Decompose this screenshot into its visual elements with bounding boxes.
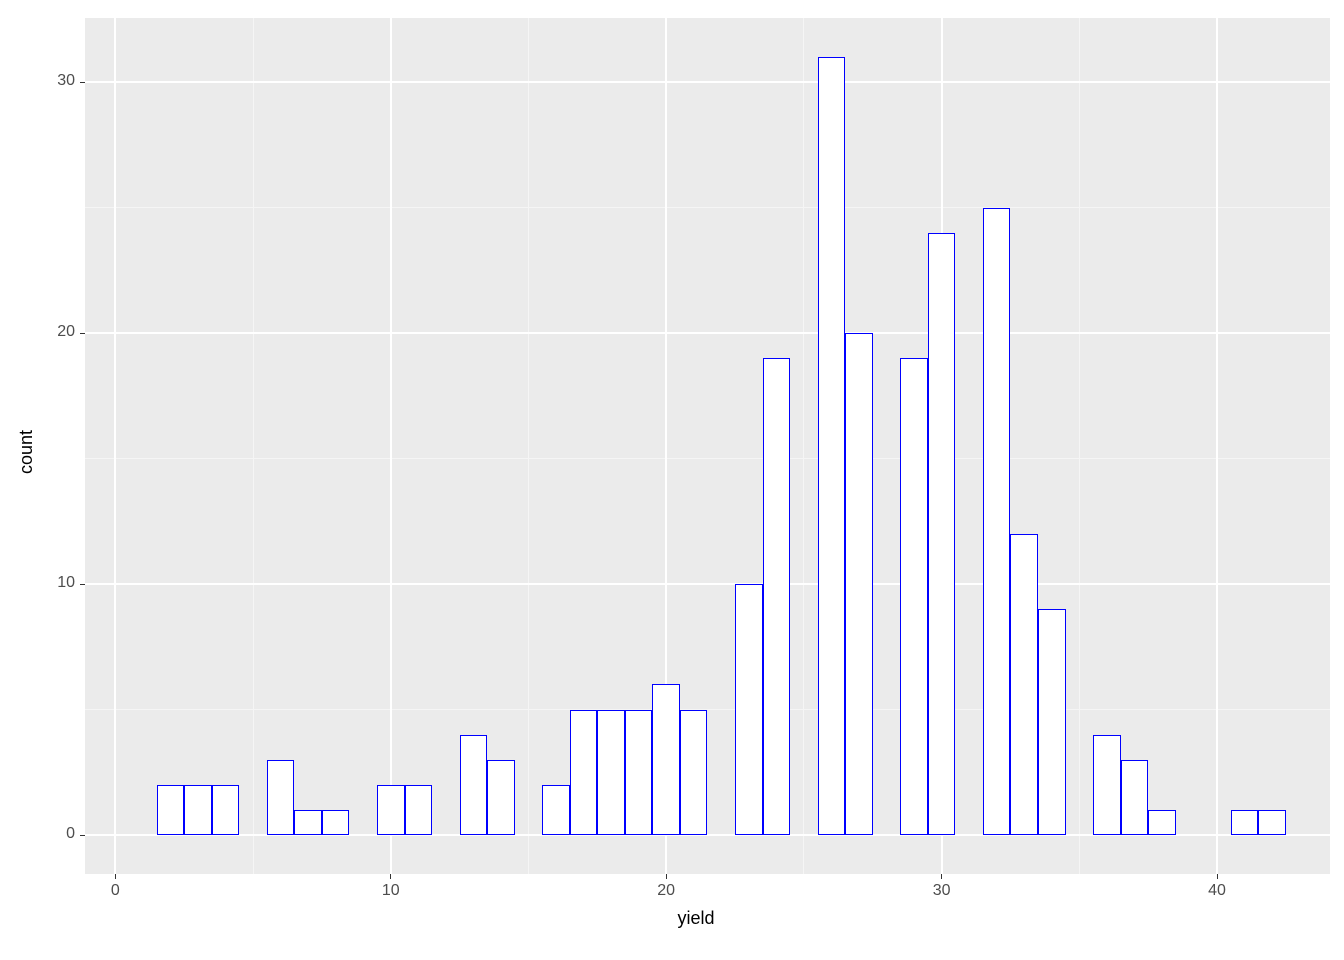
histogram-bar [487,760,515,835]
histogram-bar [212,785,240,835]
x-tick-label: 0 [95,882,135,900]
histogram-bar [928,233,956,835]
histogram-bar [157,785,185,835]
x-axis-title: yield [678,908,715,929]
histogram-bar [735,584,763,835]
x-tick-label: 10 [371,882,411,900]
y-axis-title: count [16,430,37,474]
histogram-bar [625,710,653,836]
histogram-bar [267,760,295,835]
histogram-bar [680,710,708,836]
histogram-bar [294,810,322,835]
histogram-bar [1148,810,1176,835]
x-tick-label: 20 [646,882,686,900]
histogram-bar [1093,735,1121,835]
y-tick-label: 20 [57,323,75,341]
histogram-bar [818,57,846,835]
histogram-bar [900,358,928,835]
histogram-bar [845,333,873,835]
histogram-bar [652,684,680,835]
histogram-bar [377,785,405,835]
histogram-bar [1121,760,1149,835]
histogram-bar [184,785,212,835]
y-tick-label: 30 [57,72,75,90]
histogram-bar [763,358,791,835]
histogram-chart: 0 10 20 30 40 0 10 20 30 yield count [0,0,1344,960]
x-tick-label: 30 [922,882,962,900]
y-tick-label: 10 [57,574,75,592]
histogram-bar [983,208,1011,836]
plot-panel [85,18,1330,874]
histogram-bar [570,710,598,836]
histogram-bar [1038,609,1066,835]
histogram-bar [405,785,433,835]
histogram-bar [1258,810,1286,835]
histogram-bar [460,735,488,835]
y-tick-label: 0 [66,825,75,843]
histogram-bar [1231,810,1259,835]
histogram-bar [597,710,625,836]
histogram-bar [322,810,350,835]
histogram-bar [1010,534,1038,835]
histogram-bar [542,785,570,835]
x-tick-label: 40 [1197,882,1237,900]
